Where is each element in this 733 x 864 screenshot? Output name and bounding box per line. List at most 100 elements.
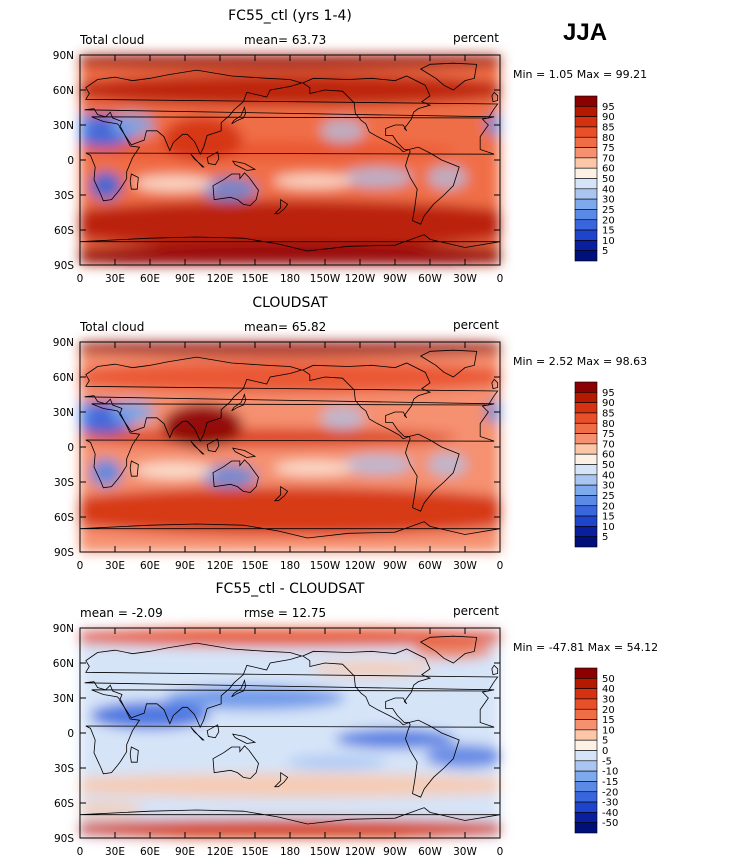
west-sahara-dry-zone-wrap xyxy=(485,400,500,424)
colorbar-label: -10 xyxy=(602,767,618,778)
coastline xyxy=(419,635,478,664)
colorbar-label: 80 xyxy=(602,133,615,144)
coastline xyxy=(84,356,499,443)
colorbar-swatch xyxy=(574,116,598,128)
west-sahara-dry-zone-wrap xyxy=(485,113,500,137)
colorbar-label: 70 xyxy=(602,439,615,450)
lat-tick-label: 0 xyxy=(67,728,74,740)
colorbar-label: 90 xyxy=(602,398,615,409)
coastline xyxy=(491,378,499,390)
lon-tick-label: 150W xyxy=(310,560,341,572)
colorbar-swatch xyxy=(574,95,598,107)
lat-tick-label: 30N xyxy=(53,120,74,132)
colorbar-swatch xyxy=(574,198,598,210)
southern-ocean-positive xyxy=(80,773,500,798)
se-pacific-dry-zone xyxy=(342,454,413,475)
colorbar-label: -5 xyxy=(602,756,612,767)
lat-tick-label: 90N xyxy=(53,50,74,62)
colorbar-swatch xyxy=(574,822,598,834)
colorbar-label: 5 xyxy=(602,246,608,257)
coastlines xyxy=(80,62,500,252)
colorbar-label: -15 xyxy=(602,777,618,788)
coastline xyxy=(85,116,495,202)
lat-tick-label: 30N xyxy=(53,693,74,705)
colorbar-swatch xyxy=(574,667,598,679)
west-sahara-dry-zone xyxy=(80,113,95,137)
colorbar-label: -30 xyxy=(602,798,618,809)
coastline xyxy=(419,62,478,91)
coastline xyxy=(231,447,257,458)
lon-tick-label: 30W xyxy=(453,846,477,858)
se-pacific-dry-zone xyxy=(342,167,413,188)
coastline xyxy=(491,664,499,676)
colorbar-swatch xyxy=(574,770,598,782)
colorbar-label: 30 xyxy=(602,694,615,705)
australia-dry-zone xyxy=(201,464,258,489)
colorbar-label: 5 xyxy=(602,736,608,747)
colorbar-label: 75 xyxy=(602,143,615,154)
coastline xyxy=(405,433,460,512)
atlantic-negative xyxy=(425,744,500,769)
colorbar-swatch xyxy=(574,412,598,424)
lon-tick-label: 120E xyxy=(207,273,234,285)
south-pacific-negative xyxy=(286,754,387,771)
lon-tick-label: 120W xyxy=(345,846,376,858)
coastline xyxy=(80,234,500,252)
coastline xyxy=(231,106,247,125)
colorbar-label: 60 xyxy=(602,164,615,175)
monsoon-region xyxy=(162,404,243,448)
coastline xyxy=(190,726,205,741)
kalahari-dry-zone xyxy=(89,171,122,200)
lon-tick-label: 60W xyxy=(418,846,442,858)
colorbar-label: 20 xyxy=(602,501,615,512)
lon-tick-label: 30E xyxy=(105,560,125,572)
colorbar-swatch xyxy=(574,708,598,720)
colorbar-swatch xyxy=(574,484,598,496)
coastlines xyxy=(80,349,500,539)
colorbar-swatch xyxy=(574,719,598,731)
colorbar-swatch xyxy=(574,433,598,445)
lat-tick-label: 30S xyxy=(54,477,74,489)
monsoon-region xyxy=(162,117,243,161)
panel-2-center-label: mean= 65.82 xyxy=(244,320,327,334)
colorbar-label: 40 xyxy=(602,470,615,481)
east-pacific-negative xyxy=(335,728,455,749)
colorbar-label: 0 xyxy=(602,746,608,757)
colorbar-swatch xyxy=(574,515,598,527)
kalahari-dry-zone xyxy=(89,458,122,487)
colorbar-swatch xyxy=(574,739,598,751)
panel-2-title: CLOUDSAT xyxy=(252,295,328,311)
panel-1-center-label: mean= 63.73 xyxy=(244,33,327,47)
colorbar-swatch xyxy=(574,381,598,393)
colorbar-swatch xyxy=(574,178,598,190)
lon-tick-label: 180 xyxy=(280,560,300,572)
colorbar-swatch xyxy=(574,801,598,813)
coastline xyxy=(85,403,495,489)
colorbar-swatch xyxy=(574,209,598,221)
south-pacific-clear xyxy=(273,174,354,188)
colorbar-label: 85 xyxy=(602,408,615,419)
coastline xyxy=(273,198,289,215)
subtropical-negative xyxy=(165,686,345,710)
ne-pacific-dry-zone xyxy=(320,118,365,143)
colorbar-label: 50 xyxy=(602,460,615,471)
lon-tick-label: 90W xyxy=(383,560,407,572)
colorbar-swatch xyxy=(574,536,598,548)
coastline xyxy=(84,69,499,156)
colorbar-label: 15 xyxy=(602,512,615,523)
arabia-dry-zone xyxy=(110,400,155,424)
coastline xyxy=(491,91,499,103)
colorbar-label: 95 xyxy=(602,102,615,113)
colorbar-swatch xyxy=(574,402,598,414)
coastline xyxy=(85,689,495,775)
lat-tick-label: 60S xyxy=(54,798,74,810)
coastline xyxy=(80,521,500,539)
lon-tick-label: 90E xyxy=(175,846,195,858)
colorbar-swatch xyxy=(574,678,598,689)
